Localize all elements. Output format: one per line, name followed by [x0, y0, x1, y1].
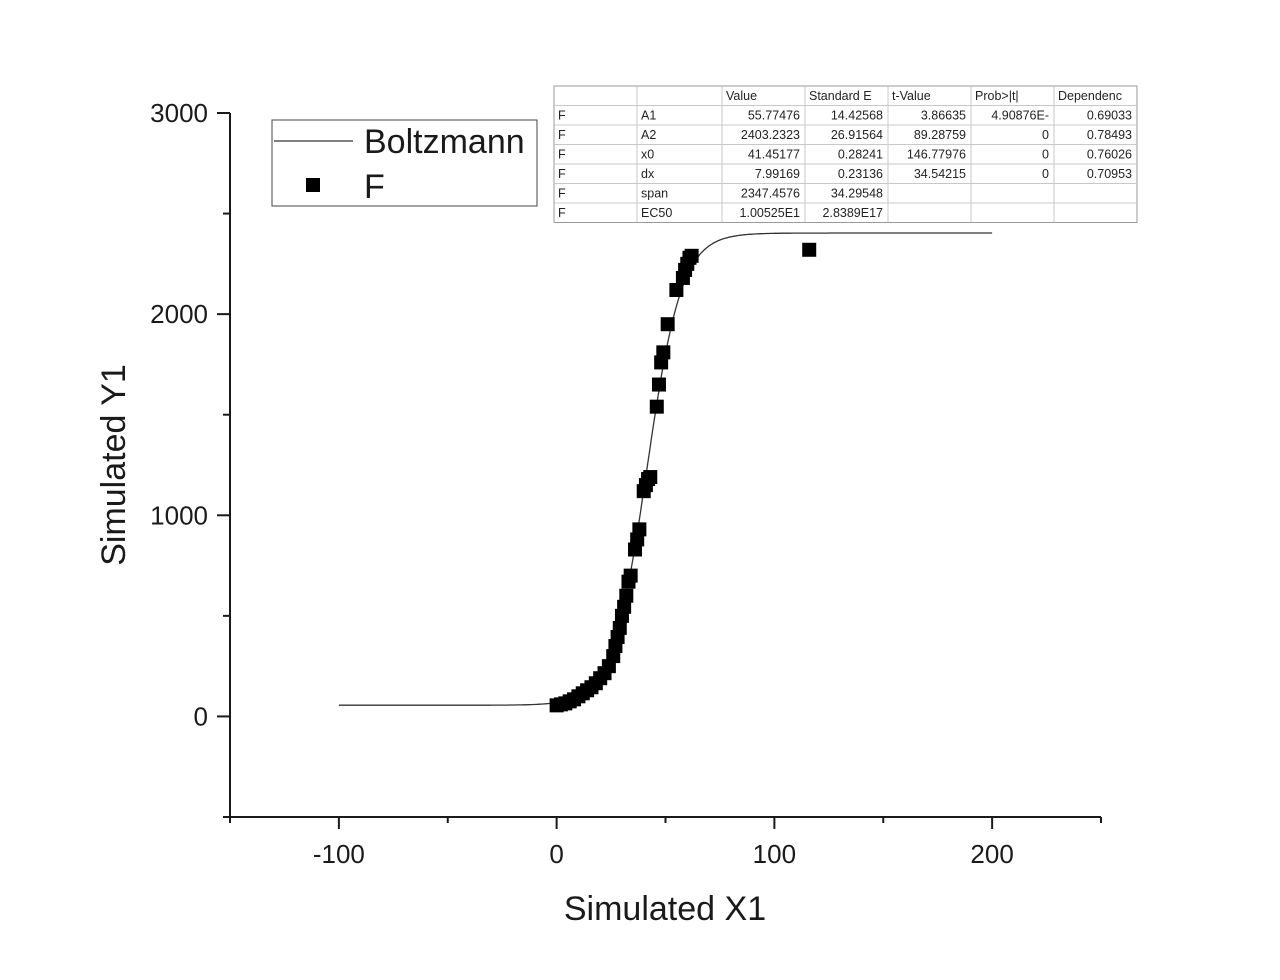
- data-point-f: [802, 242, 817, 257]
- table-cell: dx: [641, 167, 655, 181]
- table-cell: 2403.2323: [741, 128, 800, 142]
- table-cell: 34.29548: [831, 187, 883, 201]
- x-axis-title: Simulated X1: [564, 890, 766, 928]
- table-header-cell: Value: [726, 89, 757, 103]
- table-cell: 3.86635: [921, 109, 966, 123]
- axes: 0 1000 2000 3000 -100 0 100 200: [150, 98, 1102, 869]
- data-point-f: [684, 248, 699, 263]
- table-cell: span: [641, 187, 668, 201]
- x-tick-label: 0: [549, 839, 563, 869]
- table-frame: [553, 85, 1138, 223]
- table-cell: 0: [1042, 128, 1049, 142]
- legend-marker-swatch: [306, 178, 320, 192]
- table-cell: 0.78493: [1087, 128, 1132, 142]
- table-cell: 4.90876E-: [991, 109, 1049, 123]
- table-cell: 0.76026: [1087, 148, 1132, 162]
- y-tick-label: 1000: [150, 500, 208, 530]
- table-cell: 0.28241: [838, 148, 883, 162]
- table-cell: 0: [1042, 167, 1049, 181]
- table-cell: F: [558, 187, 566, 201]
- y-axis-title: Simulated Y1: [95, 364, 133, 566]
- table-header-cell: Dependenc: [1058, 89, 1122, 103]
- table-header-cell: Prob>|t|: [975, 89, 1019, 103]
- table-cell: 2347.4576: [741, 187, 800, 201]
- table-cell: A2: [641, 128, 656, 142]
- x-tick-label: 200: [970, 839, 1013, 869]
- table-cell: 0.69033: [1087, 109, 1132, 123]
- data-point-f: [669, 283, 684, 298]
- table-cell: 55.77476: [748, 109, 800, 123]
- data-point-f: [643, 470, 658, 485]
- data-point-f: [649, 399, 664, 414]
- data-point-f: [612, 620, 627, 635]
- y-tick-label: 3000: [150, 98, 208, 128]
- table-cell: 0.70953: [1087, 167, 1132, 181]
- table-cell: F: [558, 167, 566, 181]
- table-header-cell: t-Value: [892, 89, 931, 103]
- x-tick-label: 100: [753, 839, 796, 869]
- data-point-f: [656, 345, 671, 360]
- x-tick-label: -100: [313, 839, 365, 869]
- data-point-f: [623, 568, 638, 583]
- table-cell: 1.00525E1: [740, 206, 801, 220]
- parameter-table: Value Standard E t-Value Prob>|t| Dependenc F…: [553, 85, 1138, 223]
- legend-label-boltzmann: Boltzmann: [364, 123, 525, 161]
- legend: Boltzmann F: [271, 119, 538, 207]
- table-cell: 146.77976: [907, 148, 966, 162]
- table-cell: x0: [641, 148, 654, 162]
- table-cell: F: [558, 109, 566, 123]
- table-cell: 7.99169: [755, 167, 800, 181]
- table-cell: A1: [641, 109, 656, 123]
- data-point-f: [651, 377, 666, 392]
- data-point-f: [660, 317, 675, 332]
- plot-area: [338, 232, 993, 713]
- data-point-f: [617, 599, 632, 614]
- y-tick-label: 0: [194, 701, 208, 731]
- table-cell: 34.54215: [914, 167, 966, 181]
- table-cell: F: [558, 148, 566, 162]
- table-cell: 0.23136: [838, 167, 883, 181]
- legend-label-f: F: [364, 168, 385, 206]
- table-cell: 0: [1042, 148, 1049, 162]
- table-cell: F: [558, 128, 566, 142]
- table-cell: EC50: [641, 206, 672, 220]
- data-point-f: [632, 522, 647, 537]
- y-tick-label: 2000: [150, 299, 208, 329]
- table-cell: F: [558, 206, 566, 220]
- table-cell: 41.45177: [748, 148, 800, 162]
- table-header-cell: Standard E: [809, 89, 872, 103]
- table-cell: 89.28759: [914, 128, 966, 142]
- table-cell: 2.8389E17: [823, 206, 884, 220]
- data-point-f: [619, 588, 634, 603]
- table-cell: 14.42568: [831, 109, 883, 123]
- table-cell: 26.91564: [831, 128, 883, 142]
- boltzmann-fit-line: [338, 232, 993, 706]
